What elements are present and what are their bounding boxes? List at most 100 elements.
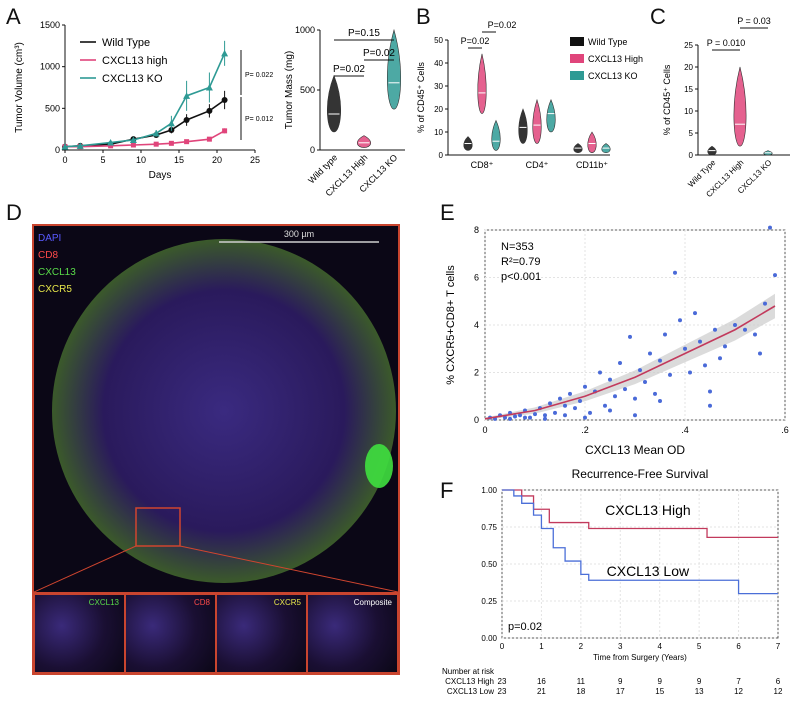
risk-value: 23 xyxy=(498,687,507,696)
y-tick-label: 5 xyxy=(689,129,694,138)
x-tick-label: 6 xyxy=(736,642,741,651)
data-point xyxy=(513,414,517,419)
data-point xyxy=(618,361,622,365)
data-point xyxy=(548,401,552,406)
risk-value: 9 xyxy=(657,677,662,686)
data-point xyxy=(598,370,602,375)
legend-label: CXCL13 High xyxy=(588,54,643,64)
data-point xyxy=(503,415,507,420)
data-point xyxy=(563,403,567,408)
y-axis-label: Tumor Mass (mg) xyxy=(284,51,295,130)
y-axis-label: % CXCR5+CD8+ T cells xyxy=(445,265,457,385)
y-axis-label: % of CD45⁺ Cells xyxy=(662,64,672,135)
data-point xyxy=(628,334,632,339)
violin xyxy=(357,135,371,148)
data-point xyxy=(61,143,69,150)
x-tick-label: 2 xyxy=(579,642,584,651)
legend-label: CXCL13 high xyxy=(102,55,167,67)
y-tick-label: 25 xyxy=(684,41,693,50)
y-tick-label: 20 xyxy=(684,63,693,72)
tile-cd8: CD8 xyxy=(126,595,215,672)
data-point xyxy=(688,370,692,375)
legend-label: Wild Type xyxy=(588,37,627,47)
data-point xyxy=(183,92,191,99)
data-point xyxy=(518,413,522,418)
legend-cxcl13: CXCL13 xyxy=(38,267,76,278)
x-tick-label: 0 xyxy=(482,425,487,435)
data-point xyxy=(76,142,84,149)
data-point xyxy=(152,129,160,137)
data-point xyxy=(153,141,159,147)
panel-label-c: C xyxy=(650,4,666,29)
data-point xyxy=(773,273,777,278)
fit-line xyxy=(484,305,776,420)
data-point xyxy=(221,97,228,103)
risk-value: 9 xyxy=(618,677,623,686)
violin xyxy=(532,98,542,144)
y-axis-label: Tumor Volume (cm³) xyxy=(14,42,25,133)
stat-annotation: R²=0.79 xyxy=(501,256,540,268)
data-point xyxy=(623,387,627,392)
data-point xyxy=(763,301,767,306)
y-tick-label: 20 xyxy=(434,105,443,114)
risk-row-label: CXCL13 High xyxy=(445,677,494,686)
x-tick-label: 0 xyxy=(500,642,505,651)
tile-label-cd8: CD8 xyxy=(193,598,210,607)
data-point xyxy=(583,384,587,389)
pvalue-label: P=0.02 xyxy=(461,36,490,46)
y-tick-label: 6 xyxy=(474,273,479,283)
data-point xyxy=(638,368,642,373)
pvalue-label: P=0.02 xyxy=(363,48,395,59)
data-point xyxy=(653,391,657,396)
violin xyxy=(387,28,401,110)
legend-cxcr5: CXCR5 xyxy=(38,284,72,295)
x-tick-label: CD8⁺ xyxy=(471,160,494,170)
y-tick-label: 10 xyxy=(434,128,443,137)
cxcr5-scatter-chart: 0 2 4 6 8 0 .2 .4 .6 N=353 R²=0.79 p<0.001 CXCL13 Me… xyxy=(445,225,789,457)
x-tick-label: .4 xyxy=(681,425,689,435)
tile-label-cxcr5: CXCR5 xyxy=(273,598,301,607)
y-tick-label: 1000 xyxy=(40,62,60,72)
curve-label-low: CXCL13 Low xyxy=(607,563,690,579)
data-point xyxy=(658,399,662,403)
panel-label-a: A xyxy=(6,4,21,29)
x-tick-label: 25 xyxy=(250,155,260,165)
x-tick-label: 7 xyxy=(776,642,781,651)
data-point xyxy=(222,128,228,134)
data-point xyxy=(713,327,717,332)
data-point xyxy=(578,399,582,403)
cd45-cells-chart: 0 10 20 30 40 50 % of CD45⁺ Cells CD8⁺ CD4⁺ CD11b… xyxy=(416,20,643,170)
y-tick-label: 8 xyxy=(474,225,479,235)
pvalue-label: p=0.02 xyxy=(508,621,542,633)
x-tick-label: CD4⁺ xyxy=(526,160,549,170)
y-tick-label: 0 xyxy=(439,151,444,160)
risk-value: 21 xyxy=(537,687,546,696)
y-tick-label: 0 xyxy=(474,415,479,425)
tile-cxcr5: CXCR5 xyxy=(217,595,306,672)
risk-title: Number at risk xyxy=(442,667,495,676)
risk-value: 11 xyxy=(577,677,586,686)
legend-label: Wild Type xyxy=(102,37,150,49)
stat-annotation: N=353 xyxy=(501,241,534,253)
data-point xyxy=(708,403,712,408)
stat-annotation: p<0.001 xyxy=(501,271,541,283)
y-tick-label: 500 xyxy=(45,103,60,113)
risk-value: 12 xyxy=(774,687,783,696)
survival-curve xyxy=(502,489,778,595)
y-tick-label: 0 xyxy=(689,151,694,160)
data-point xyxy=(206,136,212,142)
zoom-tiles: CXCL13 CD8 CXCR5 Composite xyxy=(32,592,400,675)
data-point xyxy=(206,107,213,114)
violin xyxy=(546,99,556,133)
data-point xyxy=(568,391,572,396)
data-point xyxy=(753,332,757,337)
x-tick-label: 5 xyxy=(100,155,105,165)
data-point xyxy=(708,389,712,394)
data-point xyxy=(543,416,547,421)
data-point xyxy=(608,377,612,382)
data-point xyxy=(768,225,772,230)
data-point xyxy=(205,84,213,91)
x-tick-label: 4 xyxy=(657,642,662,651)
data-point xyxy=(588,410,592,415)
